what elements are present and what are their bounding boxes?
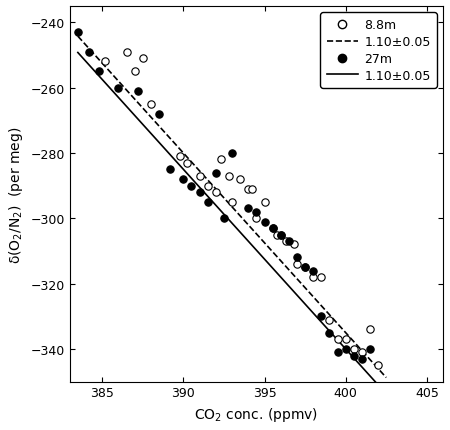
Point	[204, 183, 212, 190]
Point	[95, 69, 103, 76]
Point	[293, 261, 301, 268]
Point	[248, 186, 255, 193]
Point	[342, 336, 349, 343]
Point	[326, 329, 333, 336]
Point	[102, 59, 109, 66]
Point	[86, 49, 93, 56]
Point	[318, 313, 325, 320]
Point	[293, 255, 301, 261]
Point	[261, 218, 268, 225]
Point	[269, 225, 276, 232]
Point	[123, 49, 130, 56]
Point	[139, 55, 146, 62]
Point	[310, 267, 317, 274]
Point	[225, 173, 232, 180]
Point	[269, 225, 276, 232]
Point	[229, 150, 236, 157]
Point	[342, 346, 349, 353]
Point	[217, 157, 224, 163]
X-axis label: CO$_2$ conc. (ppmv): CO$_2$ conc. (ppmv)	[194, 405, 319, 423]
Point	[74, 30, 81, 37]
Point	[318, 274, 325, 281]
Legend: 8.8m, 1.10±0.05, 27m, 1.10±0.05: 8.8m, 1.10±0.05, 27m, 1.10±0.05	[320, 13, 437, 89]
Point	[350, 346, 357, 353]
Point	[277, 232, 284, 239]
Point	[212, 189, 220, 196]
Point	[245, 186, 252, 193]
Point	[196, 189, 203, 196]
Point	[245, 206, 252, 212]
Point	[180, 176, 187, 183]
Point	[326, 316, 333, 323]
Point	[212, 170, 220, 177]
Point	[334, 349, 341, 356]
Point	[196, 173, 203, 180]
Point	[290, 241, 297, 248]
Point	[176, 154, 184, 160]
Point	[229, 199, 236, 206]
Point	[253, 209, 260, 216]
Point	[358, 349, 365, 356]
Point	[374, 362, 382, 369]
Point	[310, 274, 317, 281]
Point	[147, 101, 154, 108]
Point	[358, 356, 365, 362]
Point	[302, 264, 309, 271]
Point	[131, 69, 138, 76]
Point	[188, 183, 195, 190]
Point	[253, 215, 260, 222]
Point	[134, 88, 141, 95]
Point	[204, 199, 212, 206]
Point	[285, 238, 292, 245]
Point	[237, 176, 244, 183]
Point	[282, 238, 289, 245]
Point	[220, 215, 228, 222]
Point	[183, 160, 190, 167]
Point	[155, 111, 162, 118]
Point	[167, 166, 174, 173]
Point	[366, 326, 373, 333]
Y-axis label: δ(O$_2$/N$_2$)  (per meg): δ(O$_2$/N$_2$) (per meg)	[7, 126, 25, 263]
Point	[261, 199, 268, 206]
Point	[302, 264, 309, 271]
Point	[350, 352, 357, 359]
Point	[274, 232, 281, 239]
Point	[277, 232, 284, 239]
Point	[334, 336, 341, 343]
Point	[366, 346, 373, 353]
Point	[115, 85, 122, 92]
